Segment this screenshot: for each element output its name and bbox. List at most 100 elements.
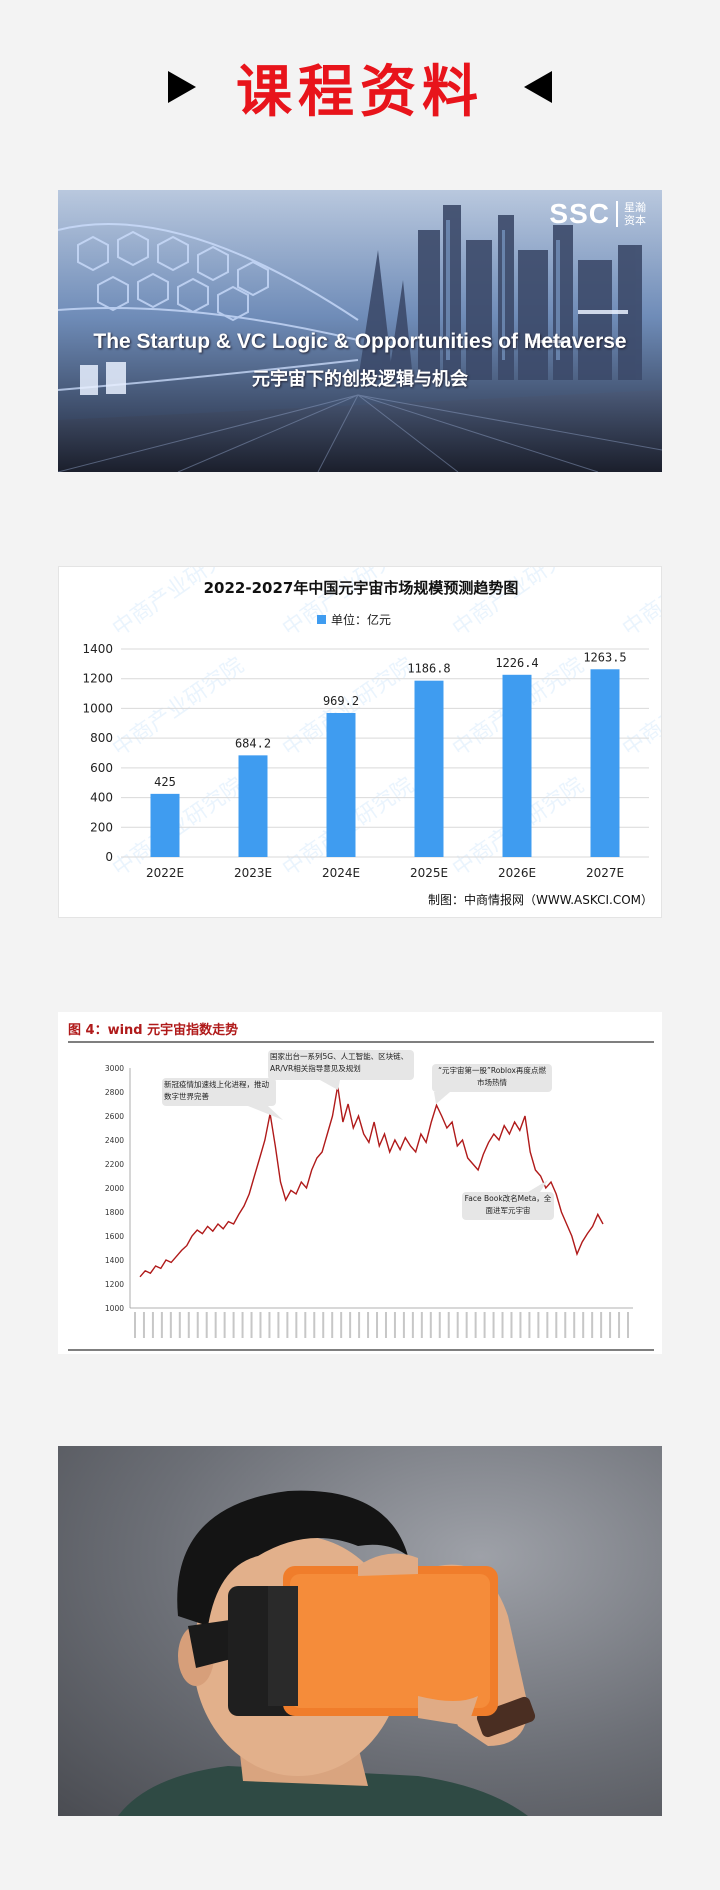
x-tick-mark <box>609 1312 612 1338</box>
x-tick-mark <box>376 1312 379 1338</box>
annotation-2: 国家出台一系列5G、人工智能、区块链、AR/VR相关指导意见及规划 <box>268 1050 414 1090</box>
x-tick-mark <box>600 1312 603 1338</box>
x-tick-mark <box>187 1312 190 1338</box>
x-tick-mark <box>178 1312 181 1338</box>
y-tick-label: 2600 <box>105 1112 124 1121</box>
bar-value-label: 684.2 <box>235 736 271 750</box>
x-tick-mark <box>313 1312 316 1338</box>
chart-title: 2022-2027年中国元宇宙市场规模预测趋势图 <box>204 579 519 597</box>
x-tick-mark <box>555 1312 558 1338</box>
y-tick-label: 0 <box>105 850 113 864</box>
futuristic-city-illustration <box>58 190 662 472</box>
triangle-right-icon <box>168 71 196 103</box>
x-tick-mark <box>492 1312 495 1338</box>
annotation-text: 新冠疫情加速线上化进程，推动数字世界完善 <box>164 1080 269 1101</box>
x-tick-mark <box>134 1312 136 1338</box>
y-tick-label: 200 <box>90 820 113 834</box>
watermark-text: 中商产业研究院 <box>618 567 662 642</box>
x-tick-mark <box>304 1312 307 1338</box>
x-tick-mark <box>510 1312 513 1338</box>
bar-value-label: 1226.4 <box>495 656 538 670</box>
annotation-text: “元宇宙第一股”Roblox再度点燃市场热情 <box>438 1066 546 1087</box>
chart-axis: 1000 1200 1400 1600 1800 2000 2200 2400 2600 2800… <box>105 1064 633 1313</box>
bar <box>502 674 532 857</box>
x-tick-mark <box>196 1312 199 1338</box>
x-tick-mark <box>384 1312 387 1338</box>
x-tick-mark <box>528 1312 531 1338</box>
chart-x-ticks <box>134 1312 629 1338</box>
bar-value-label: 1186.8 <box>407 662 450 676</box>
x-tick-mark <box>349 1312 352 1338</box>
x-tick-mark <box>564 1312 567 1338</box>
x-tick-mark <box>286 1312 289 1338</box>
page-title: 课程资料 <box>236 59 484 125</box>
x-tick-mark <box>438 1312 441 1338</box>
x-tick-mark <box>331 1312 334 1338</box>
y-tick-label: 1200 <box>82 672 113 686</box>
x-tick-mark <box>151 1312 154 1338</box>
bar-value-label: 425 <box>154 775 176 789</box>
course-banner: SSC 星瀚资本 The Startup & VC Logic & Opport… <box>58 190 662 472</box>
y-tick-label: 2400 <box>105 1136 124 1145</box>
x-tick-mark <box>223 1312 226 1338</box>
bar <box>414 680 444 857</box>
y-tick-label: 1800 <box>105 1208 124 1217</box>
chart-title: 图 4：wind 元宇宙指数走势 <box>68 1022 238 1038</box>
logo-text: SSC <box>549 198 610 229</box>
wind-index-line-chart: 图 4：wind 元宇宙指数走势 1000 1200 1400 1600 1800 200… <box>58 1012 662 1354</box>
x-tick-mark <box>546 1312 549 1338</box>
x-tick-label: 2023E <box>234 866 272 880</box>
x-tick-mark <box>214 1312 217 1338</box>
x-tick-label: 2024E <box>322 866 360 880</box>
y-tick-label: 2200 <box>105 1160 124 1169</box>
annotation-3: “元宇宙第一股”Roblox再度点燃市场热情 <box>432 1064 552 1104</box>
x-tick-label: 2025E <box>410 866 448 880</box>
x-tick-mark <box>277 1312 280 1338</box>
chart-bars: 425 2022E 684.2 2023E 969.2 2024E 1186.8 2025E 1… <box>146 650 627 880</box>
x-tick-mark <box>250 1312 253 1338</box>
vr-user-illustration <box>118 1490 536 1816</box>
x-tick-mark <box>295 1312 298 1338</box>
bar <box>326 713 356 857</box>
x-tick-mark <box>573 1312 576 1338</box>
x-tick-mark <box>582 1312 585 1338</box>
banner-chinese-title: 元宇宙下的创投逻辑与机会 <box>252 369 468 390</box>
annotation-text: Face Book改名Meta，全面进军元宇宙 <box>464 1194 552 1215</box>
banner-english-title: The Startup & VC Logic & Opportunities o… <box>93 330 627 353</box>
ssc-logo: SSC 星瀚资本 <box>549 198 648 230</box>
x-tick-mark <box>420 1312 423 1338</box>
x-tick-mark <box>393 1312 396 1338</box>
bar-value-label: 969.2 <box>323 694 359 708</box>
x-tick-mark <box>160 1312 163 1338</box>
chart-grid: 0 200 400 600 800 1000 1200 1400 <box>82 642 649 864</box>
x-tick-mark <box>232 1312 235 1338</box>
x-tick-mark <box>429 1312 432 1338</box>
logo-divider <box>616 201 618 227</box>
x-tick-mark <box>411 1312 414 1338</box>
y-tick-label: 1600 <box>105 1232 124 1241</box>
logo-subtext: 星瀚资本 <box>624 201 646 227</box>
x-tick-label: 2026E <box>498 866 536 880</box>
index-series-line <box>139 1085 604 1278</box>
chart-source: 制图：中商情报网（WWW.ASKCI.COM） <box>428 892 653 907</box>
annotation-4: Face Book改名Meta，全面进军元宇宙 <box>462 1180 554 1220</box>
x-tick-mark <box>483 1312 486 1338</box>
legend-swatch <box>317 615 326 624</box>
x-tick-mark <box>367 1312 370 1338</box>
y-tick-label: 1400 <box>82 642 113 656</box>
annotation-1: 新冠疫情加速线上化进程，推动数字世界完善 <box>162 1078 283 1120</box>
legend-label: 单位：亿元 <box>331 612 391 627</box>
y-tick-label: 3000 <box>105 1064 124 1073</box>
x-tick-mark <box>241 1312 244 1338</box>
x-tick-mark <box>456 1312 459 1338</box>
y-tick-label: 2000 <box>105 1184 124 1193</box>
y-tick-label: 600 <box>90 761 113 775</box>
x-tick-mark <box>169 1312 172 1338</box>
y-tick-label: 1000 <box>105 1304 124 1313</box>
watermark-text: 中商产业研究院 <box>618 653 662 762</box>
market-size-bar-chart: 中商产业研究院 中商产业研究院 中商产业研究院 中商产业研究院 中商产业研究院 中商产业研… <box>58 566 662 918</box>
x-tick-mark <box>465 1312 468 1338</box>
bar <box>150 793 180 857</box>
x-tick-mark <box>142 1312 145 1338</box>
